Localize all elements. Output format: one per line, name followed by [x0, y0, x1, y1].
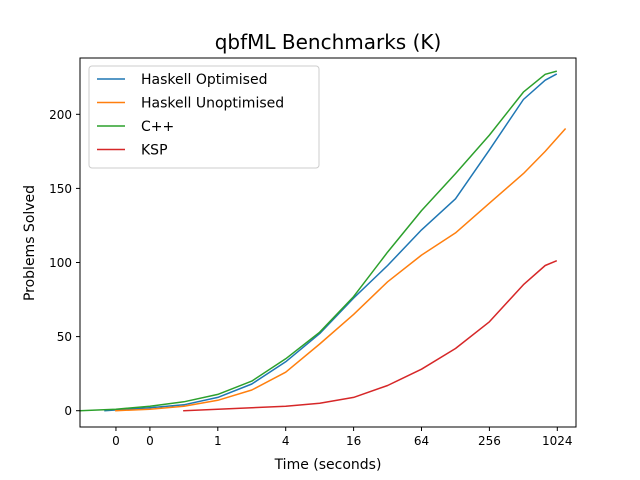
- x-tick-label: 256: [478, 434, 501, 448]
- series-line-1: [115, 128, 567, 412]
- y-tick-label: 150: [49, 182, 72, 196]
- x-tick-label: 64: [414, 434, 429, 448]
- y-axis-label: Problems Solved: [22, 185, 38, 301]
- y-tick-label: 50: [57, 330, 72, 344]
- x-tick-label: 1024: [542, 434, 573, 448]
- x-tick-label: 16: [346, 434, 361, 448]
- x-axis-label: Time (seconds): [274, 457, 382, 473]
- legend-label: KSP: [141, 143, 168, 159]
- y-axis: 0 50 100 150 200: [49, 108, 80, 418]
- legend-label: Haskell Optimised: [141, 72, 267, 88]
- x-tick-label: 0: [146, 434, 154, 448]
- x-tick-label: 4: [282, 434, 290, 448]
- legend: Haskell Optimised Haskell Unoptimised C++ K…: [88, 65, 320, 169]
- x-axis: 0 0 1 4 16 64 256 1024: [112, 427, 573, 448]
- legend-box: [88, 65, 320, 169]
- series-line-0: [104, 73, 558, 412]
- series-line-2: [79, 70, 558, 412]
- series-line-3: [183, 260, 558, 412]
- axes-frame: [79, 57, 577, 428]
- x-tick-label: 0: [112, 434, 120, 448]
- legend-label: C++: [141, 119, 174, 135]
- plot-area: [79, 70, 567, 412]
- x-tick-label: 1: [214, 434, 222, 448]
- y-tick-label: 100: [49, 256, 72, 270]
- chart-title: qbfML Benchmarks (K): [215, 30, 442, 54]
- legend-label: Haskell Unoptimised: [141, 96, 284, 112]
- y-tick-label: 200: [49, 108, 72, 122]
- y-tick-label: 0: [64, 404, 72, 418]
